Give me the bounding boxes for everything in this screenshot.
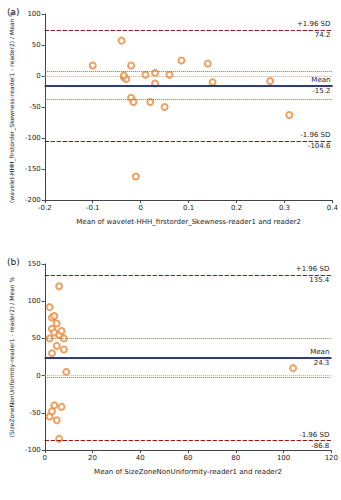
svg-text:-100: -100 bbox=[25, 446, 41, 454]
svg-text:(a): (a) bbox=[7, 7, 20, 17]
svg-text:0: 0 bbox=[36, 72, 40, 80]
svg-text:100: 100 bbox=[277, 454, 290, 462]
svg-text:-50: -50 bbox=[29, 103, 40, 111]
svg-text:60: 60 bbox=[184, 454, 193, 462]
svg-text:0: 0 bbox=[43, 454, 47, 462]
svg-text:-150: -150 bbox=[25, 165, 41, 173]
svg-text:100: 100 bbox=[27, 10, 40, 18]
svg-text:Mean: Mean bbox=[311, 76, 330, 84]
svg-text:0: 0 bbox=[138, 204, 142, 212]
svg-text:+1.96 SD: +1.96 SD bbox=[296, 265, 330, 273]
svg-text:(SizeZoneNonUniformity-reader1: (SizeZoneNonUniformity-reader1 - reader2… bbox=[8, 276, 16, 437]
svg-text:-0.1: -0.1 bbox=[86, 204, 100, 212]
svg-text:24.3: 24.3 bbox=[314, 359, 330, 367]
svg-text:-200: -200 bbox=[24, 196, 41, 204]
svg-text:0.1: 0.1 bbox=[183, 204, 194, 212]
svg-text:74.2: 74.2 bbox=[315, 31, 331, 39]
svg-text:(b): (b) bbox=[7, 257, 20, 267]
svg-text:0.4: 0.4 bbox=[327, 204, 339, 212]
svg-text:-104.6: -104.6 bbox=[308, 142, 331, 150]
svg-text:135.4: 135.4 bbox=[309, 276, 330, 284]
svg-text:0.3: 0.3 bbox=[279, 204, 290, 212]
svg-text:40: 40 bbox=[136, 454, 145, 462]
svg-text:-100: -100 bbox=[25, 134, 41, 142]
svg-text:50: 50 bbox=[32, 41, 41, 49]
svg-text:120: 120 bbox=[325, 454, 338, 462]
svg-text:50: 50 bbox=[32, 334, 41, 342]
svg-text:-1.96 SD: -1.96 SD bbox=[300, 131, 330, 139]
svg-text:-50: -50 bbox=[29, 409, 40, 417]
svg-text:-15.2: -15.2 bbox=[312, 87, 330, 95]
svg-text:150: 150 bbox=[27, 260, 40, 268]
svg-text:-1.96 SD: -1.96 SD bbox=[299, 431, 329, 439]
svg-text:Mean: Mean bbox=[310, 348, 329, 356]
svg-text:-0.2: -0.2 bbox=[38, 204, 52, 212]
svg-text:0: 0 bbox=[36, 372, 40, 380]
svg-text:Mean of wavelet-HHH_firstorder: Mean of wavelet-HHH_firstorder_Skewness-… bbox=[76, 218, 301, 226]
svg-text:Mean of SizeZoneNonUniformity-: Mean of SizeZoneNonUniformity-reader1 an… bbox=[94, 468, 282, 476]
svg-text:+1.96 SD: +1.96 SD bbox=[297, 20, 331, 28]
svg-text:(wavelet-HHH_firstorder_Skewne: (wavelet-HHH_firstorder_Skewness-reader1… bbox=[8, 11, 16, 203]
svg-text:0.2: 0.2 bbox=[231, 204, 242, 212]
svg-text:80: 80 bbox=[231, 454, 240, 462]
svg-text:-86.8: -86.8 bbox=[311, 442, 329, 450]
svg-text:20: 20 bbox=[88, 454, 97, 462]
svg-text:100: 100 bbox=[27, 297, 40, 305]
